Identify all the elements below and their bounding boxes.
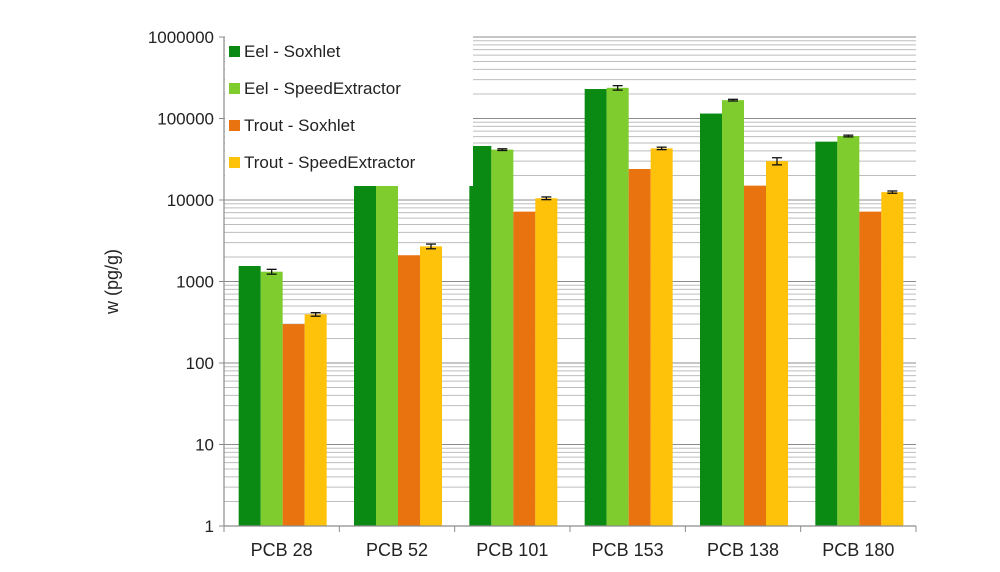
bar	[606, 87, 629, 527]
bar	[491, 149, 514, 526]
bar	[260, 271, 283, 526]
axis-layer: 1 10 100 1000 10000 100000 1000000 w (pg/g) PCB …	[102, 28, 917, 560]
y-tick-label: 100	[186, 354, 214, 373]
bar	[376, 182, 398, 526]
legend-swatch	[229, 46, 240, 57]
bar	[584, 89, 607, 527]
bar	[859, 211, 882, 527]
bar	[398, 255, 420, 526]
legend-entry: Eel - Soxhlet	[244, 42, 341, 61]
x-category-label: PCB 28	[251, 540, 313, 560]
y-tick-label: 1000	[176, 273, 214, 292]
bar	[469, 145, 492, 526]
y-tick-label: 1000000	[148, 28, 214, 47]
x-category-label: PCB 180	[822, 540, 894, 560]
bar	[744, 185, 766, 526]
legend-swatch	[229, 83, 240, 94]
bar	[304, 314, 327, 526]
x-category-label: PCB 101	[476, 540, 548, 560]
legend-background	[225, 36, 473, 186]
x-category-label: PCB 52	[366, 540, 428, 560]
bar	[766, 161, 788, 526]
legend-entry: Trout - Soxhlet	[244, 116, 355, 135]
y-tick-label: 10000	[167, 191, 214, 210]
bar	[420, 246, 442, 526]
bar	[354, 177, 376, 526]
bar	[700, 113, 722, 526]
y-axis-title: w (pg/g)	[102, 249, 122, 315]
bar	[722, 100, 744, 526]
bar	[628, 169, 651, 526]
bar	[535, 198, 558, 526]
x-category-label: PCB 153	[592, 540, 664, 560]
bar	[881, 192, 904, 526]
legend-entry: Eel - SpeedExtractor	[244, 79, 401, 98]
x-category-label: PCB 138	[707, 540, 779, 560]
legend-entry: Trout - SpeedExtractor	[244, 153, 416, 172]
grid-layer	[224, 36, 916, 527]
bar	[650, 148, 673, 526]
legend: Eel - Soxhlet Eel - SpeedExtractor Trout -…	[225, 36, 473, 186]
bar	[282, 324, 305, 526]
legend-swatch	[229, 157, 240, 168]
bars-layer	[238, 87, 904, 527]
bar	[513, 211, 536, 527]
legend-swatch	[229, 120, 240, 131]
y-tick-label: 1	[205, 517, 214, 536]
y-tick-label: 100000	[157, 110, 214, 129]
bar	[238, 265, 261, 526]
bar	[815, 141, 838, 526]
y-tick-label: 10	[195, 436, 214, 455]
bar	[837, 135, 860, 527]
